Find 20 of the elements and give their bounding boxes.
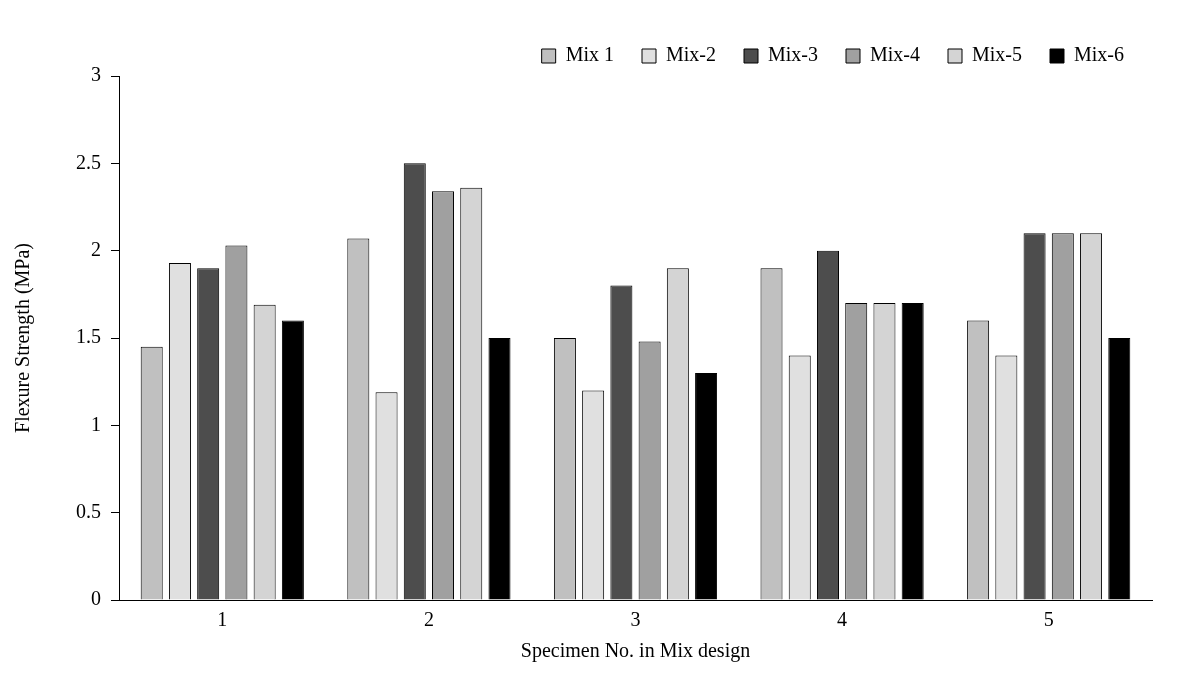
legend-label: Mix-5: [972, 43, 1022, 66]
y-tick-label: 3: [91, 63, 101, 86]
legend-label: Mix-3: [768, 43, 818, 66]
x-tick-label: 1: [217, 608, 228, 631]
legend-label: Mix-2: [666, 43, 716, 66]
x-tick-label: 2: [423, 608, 434, 631]
y-axis-title: Flexure Strength (MPa): [11, 243, 35, 433]
legend-label: Mix 1: [565, 43, 614, 66]
y-tick-label: 2: [91, 237, 101, 260]
y-tick-label: 2.5: [76, 150, 101, 173]
y-tick-label: 1: [91, 412, 101, 435]
y-tick-label: 0: [91, 587, 101, 610]
legend-label: Mix-6: [1074, 43, 1124, 66]
x-tick-label: 4: [837, 608, 848, 631]
x-tick-label: 5: [1043, 608, 1054, 631]
legend-label: Mix-4: [870, 43, 920, 66]
x-axis-title: Specimen No. in Mix design: [520, 639, 751, 663]
y-tick-label: 0.5: [76, 499, 101, 522]
x-tick-label: 3: [630, 608, 641, 631]
y-tick-label: 1.5: [76, 325, 101, 348]
